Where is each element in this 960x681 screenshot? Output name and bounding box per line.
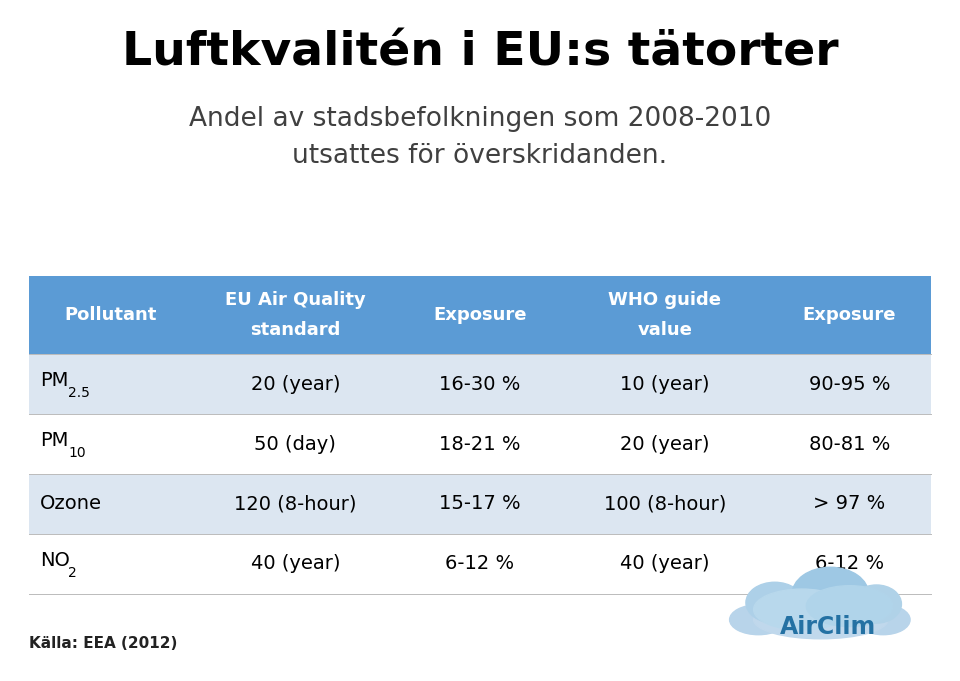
Text: PM: PM bbox=[40, 371, 69, 390]
Text: 40 (year): 40 (year) bbox=[620, 554, 709, 573]
FancyBboxPatch shape bbox=[768, 534, 931, 594]
FancyBboxPatch shape bbox=[29, 354, 192, 414]
FancyBboxPatch shape bbox=[768, 354, 931, 414]
FancyBboxPatch shape bbox=[768, 414, 931, 474]
Text: 16-30 %: 16-30 % bbox=[440, 375, 520, 394]
Text: 40 (year): 40 (year) bbox=[251, 554, 340, 573]
Text: 6-12 %: 6-12 % bbox=[815, 554, 884, 573]
FancyBboxPatch shape bbox=[192, 276, 398, 354]
Text: 2.5: 2.5 bbox=[68, 386, 90, 400]
Ellipse shape bbox=[746, 582, 804, 623]
FancyBboxPatch shape bbox=[562, 534, 768, 594]
Text: 10 (year): 10 (year) bbox=[620, 375, 709, 394]
Text: 2: 2 bbox=[68, 566, 77, 580]
FancyBboxPatch shape bbox=[192, 414, 398, 474]
FancyBboxPatch shape bbox=[29, 414, 192, 474]
Text: utsattes för överskridanden.: utsattes för överskridanden. bbox=[293, 143, 667, 169]
Text: Pollutant: Pollutant bbox=[64, 306, 156, 324]
FancyBboxPatch shape bbox=[562, 276, 768, 354]
FancyBboxPatch shape bbox=[398, 414, 562, 474]
Text: PM: PM bbox=[40, 431, 69, 450]
Text: standard: standard bbox=[251, 321, 341, 339]
FancyBboxPatch shape bbox=[29, 534, 192, 594]
Text: > 97 %: > 97 % bbox=[813, 494, 885, 513]
FancyBboxPatch shape bbox=[562, 414, 768, 474]
FancyBboxPatch shape bbox=[398, 534, 562, 594]
Text: value: value bbox=[637, 321, 692, 339]
FancyBboxPatch shape bbox=[29, 276, 192, 354]
FancyBboxPatch shape bbox=[768, 276, 931, 354]
Ellipse shape bbox=[806, 586, 893, 627]
Text: Exposure: Exposure bbox=[433, 306, 527, 324]
Text: EU Air Quality: EU Air Quality bbox=[225, 291, 366, 309]
Text: 90-95 %: 90-95 % bbox=[808, 375, 890, 394]
Ellipse shape bbox=[754, 589, 850, 630]
Ellipse shape bbox=[792, 567, 869, 622]
Text: Andel av stadsbefolkningen som 2008-2010: Andel av stadsbefolkningen som 2008-2010 bbox=[189, 106, 771, 131]
Text: WHO guide: WHO guide bbox=[609, 291, 721, 309]
FancyBboxPatch shape bbox=[562, 474, 768, 534]
FancyBboxPatch shape bbox=[768, 474, 931, 534]
Text: 20 (year): 20 (year) bbox=[251, 375, 340, 394]
FancyBboxPatch shape bbox=[398, 354, 562, 414]
Text: Ozone: Ozone bbox=[40, 494, 103, 513]
FancyBboxPatch shape bbox=[192, 474, 398, 534]
Text: Luftkvalitén i EU:s tätorter: Luftkvalitén i EU:s tätorter bbox=[122, 31, 838, 76]
Text: 6-12 %: 6-12 % bbox=[445, 554, 515, 573]
Text: 15-17 %: 15-17 % bbox=[439, 494, 521, 513]
Ellipse shape bbox=[852, 585, 901, 623]
FancyBboxPatch shape bbox=[29, 474, 192, 534]
Text: 50 (day): 50 (day) bbox=[254, 434, 336, 454]
Text: 100 (8-hour): 100 (8-hour) bbox=[604, 494, 726, 513]
Ellipse shape bbox=[754, 601, 888, 639]
FancyBboxPatch shape bbox=[192, 354, 398, 414]
Ellipse shape bbox=[730, 605, 787, 635]
Text: AirClim: AirClim bbox=[780, 614, 876, 639]
Text: NO: NO bbox=[40, 551, 70, 570]
FancyBboxPatch shape bbox=[398, 474, 562, 534]
FancyBboxPatch shape bbox=[192, 534, 398, 594]
Text: 120 (8-hour): 120 (8-hour) bbox=[234, 494, 356, 513]
FancyBboxPatch shape bbox=[562, 354, 768, 414]
Text: 80-81 %: 80-81 % bbox=[808, 434, 890, 454]
Text: 18-21 %: 18-21 % bbox=[440, 434, 520, 454]
Ellipse shape bbox=[856, 605, 910, 635]
Text: 20 (year): 20 (year) bbox=[620, 434, 709, 454]
FancyBboxPatch shape bbox=[398, 276, 562, 354]
Text: Källa: EEA (2012): Källa: EEA (2012) bbox=[29, 636, 178, 651]
Text: Exposure: Exposure bbox=[803, 306, 896, 324]
Text: 10: 10 bbox=[68, 446, 85, 460]
